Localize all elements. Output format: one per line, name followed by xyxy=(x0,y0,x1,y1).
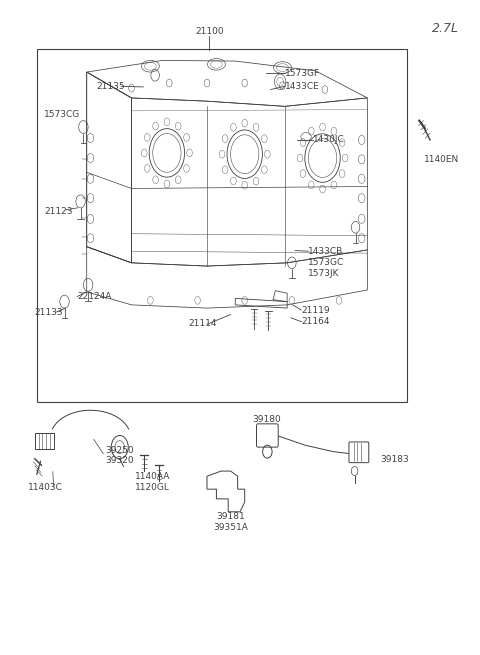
Text: 1573JK: 1573JK xyxy=(308,269,340,278)
Text: 39181: 39181 xyxy=(216,512,245,521)
Text: 21114: 21114 xyxy=(188,319,216,328)
Text: 21119: 21119 xyxy=(301,305,330,314)
Text: 1573GC: 1573GC xyxy=(308,257,345,267)
Text: 22124A: 22124A xyxy=(77,292,112,301)
FancyBboxPatch shape xyxy=(349,442,369,462)
Bar xyxy=(37,49,408,402)
Text: 21100: 21100 xyxy=(195,27,224,36)
Text: 1573CG: 1573CG xyxy=(44,109,81,119)
Text: 11403C: 11403C xyxy=(28,483,62,492)
Text: 1433CE: 1433CE xyxy=(285,82,320,91)
FancyBboxPatch shape xyxy=(256,424,278,447)
Text: 21135: 21135 xyxy=(96,82,125,91)
Text: 21164: 21164 xyxy=(301,317,330,326)
Text: 1573GF: 1573GF xyxy=(285,69,320,78)
Text: 21133: 21133 xyxy=(35,308,63,317)
Text: 39320: 39320 xyxy=(106,457,134,465)
Bar xyxy=(35,433,54,449)
Text: 21123: 21123 xyxy=(44,206,73,215)
Text: 1140EN: 1140EN xyxy=(424,155,459,164)
Text: 39250: 39250 xyxy=(106,446,134,455)
Text: 1433CB: 1433CB xyxy=(308,247,344,255)
Text: 1430JC: 1430JC xyxy=(313,136,345,145)
Text: 2.7L: 2.7L xyxy=(432,22,459,35)
Text: 39180: 39180 xyxy=(252,415,280,424)
Text: 39183: 39183 xyxy=(381,455,409,464)
Text: 1140AA: 1140AA xyxy=(135,472,171,481)
Text: 1120GL: 1120GL xyxy=(135,483,170,492)
Text: 39351A: 39351A xyxy=(213,523,248,532)
